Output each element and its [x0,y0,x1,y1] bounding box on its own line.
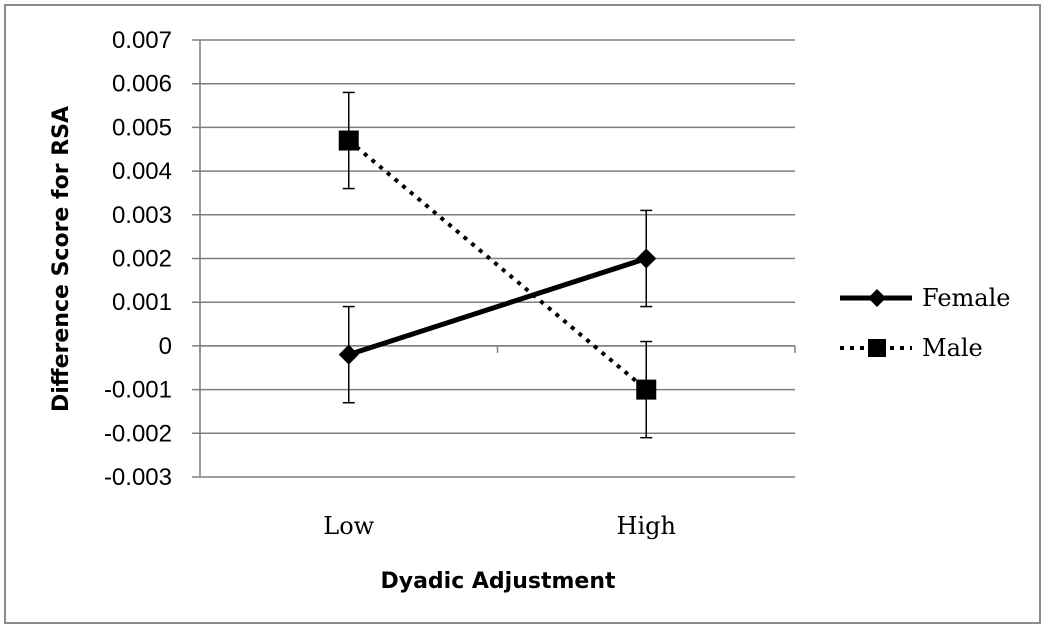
series-layer [338,91,657,439]
y-tick-label: 0.003 [112,202,172,229]
y-tick-label: 0 [159,333,172,360]
axes [199,40,796,477]
y-tick-label: -0.001 [104,377,172,404]
legend: Female Male [840,284,1011,362]
x-tick-label: High [617,512,676,540]
female-point [636,248,657,269]
legend-label-male: Male [922,334,983,362]
x-tick-labels: Low High [323,512,676,540]
male-point [636,379,657,400]
legend-marker-female [868,289,886,307]
series-female [338,209,657,404]
legend-marker-male [868,339,886,357]
y-tick-label: 0.004 [112,158,172,185]
gridlines [192,39,795,478]
y-tick-label: 0.002 [112,246,172,273]
x-axis-title: Dyadic Adjustment [380,569,616,594]
y-tick-label: 0.007 [112,27,172,54]
y-tick-label: -0.003 [104,464,172,491]
female-line [347,256,648,358]
y-tick-label: 0.001 [112,289,172,316]
female-point [338,344,359,365]
x-tick-label: Low [323,512,374,540]
y-tick-labels: 0.007 0.006 0.005 0.004 0.003 0.002 0.001 0 -0.0… [104,27,172,491]
legend-item-female: Female [840,284,1011,312]
series-male [338,91,657,439]
legend-item-male: Male [840,334,983,362]
legend-label-female: Female [922,284,1011,312]
y-tick-label: 0.005 [112,114,172,141]
y-tick-label: 0.006 [112,71,172,98]
male-point [338,130,359,151]
male-line [347,138,648,392]
y-tick-label: -0.002 [104,420,172,447]
chart-frame [4,4,1041,624]
y-axis-title: Difference Score for RSA [49,106,74,412]
